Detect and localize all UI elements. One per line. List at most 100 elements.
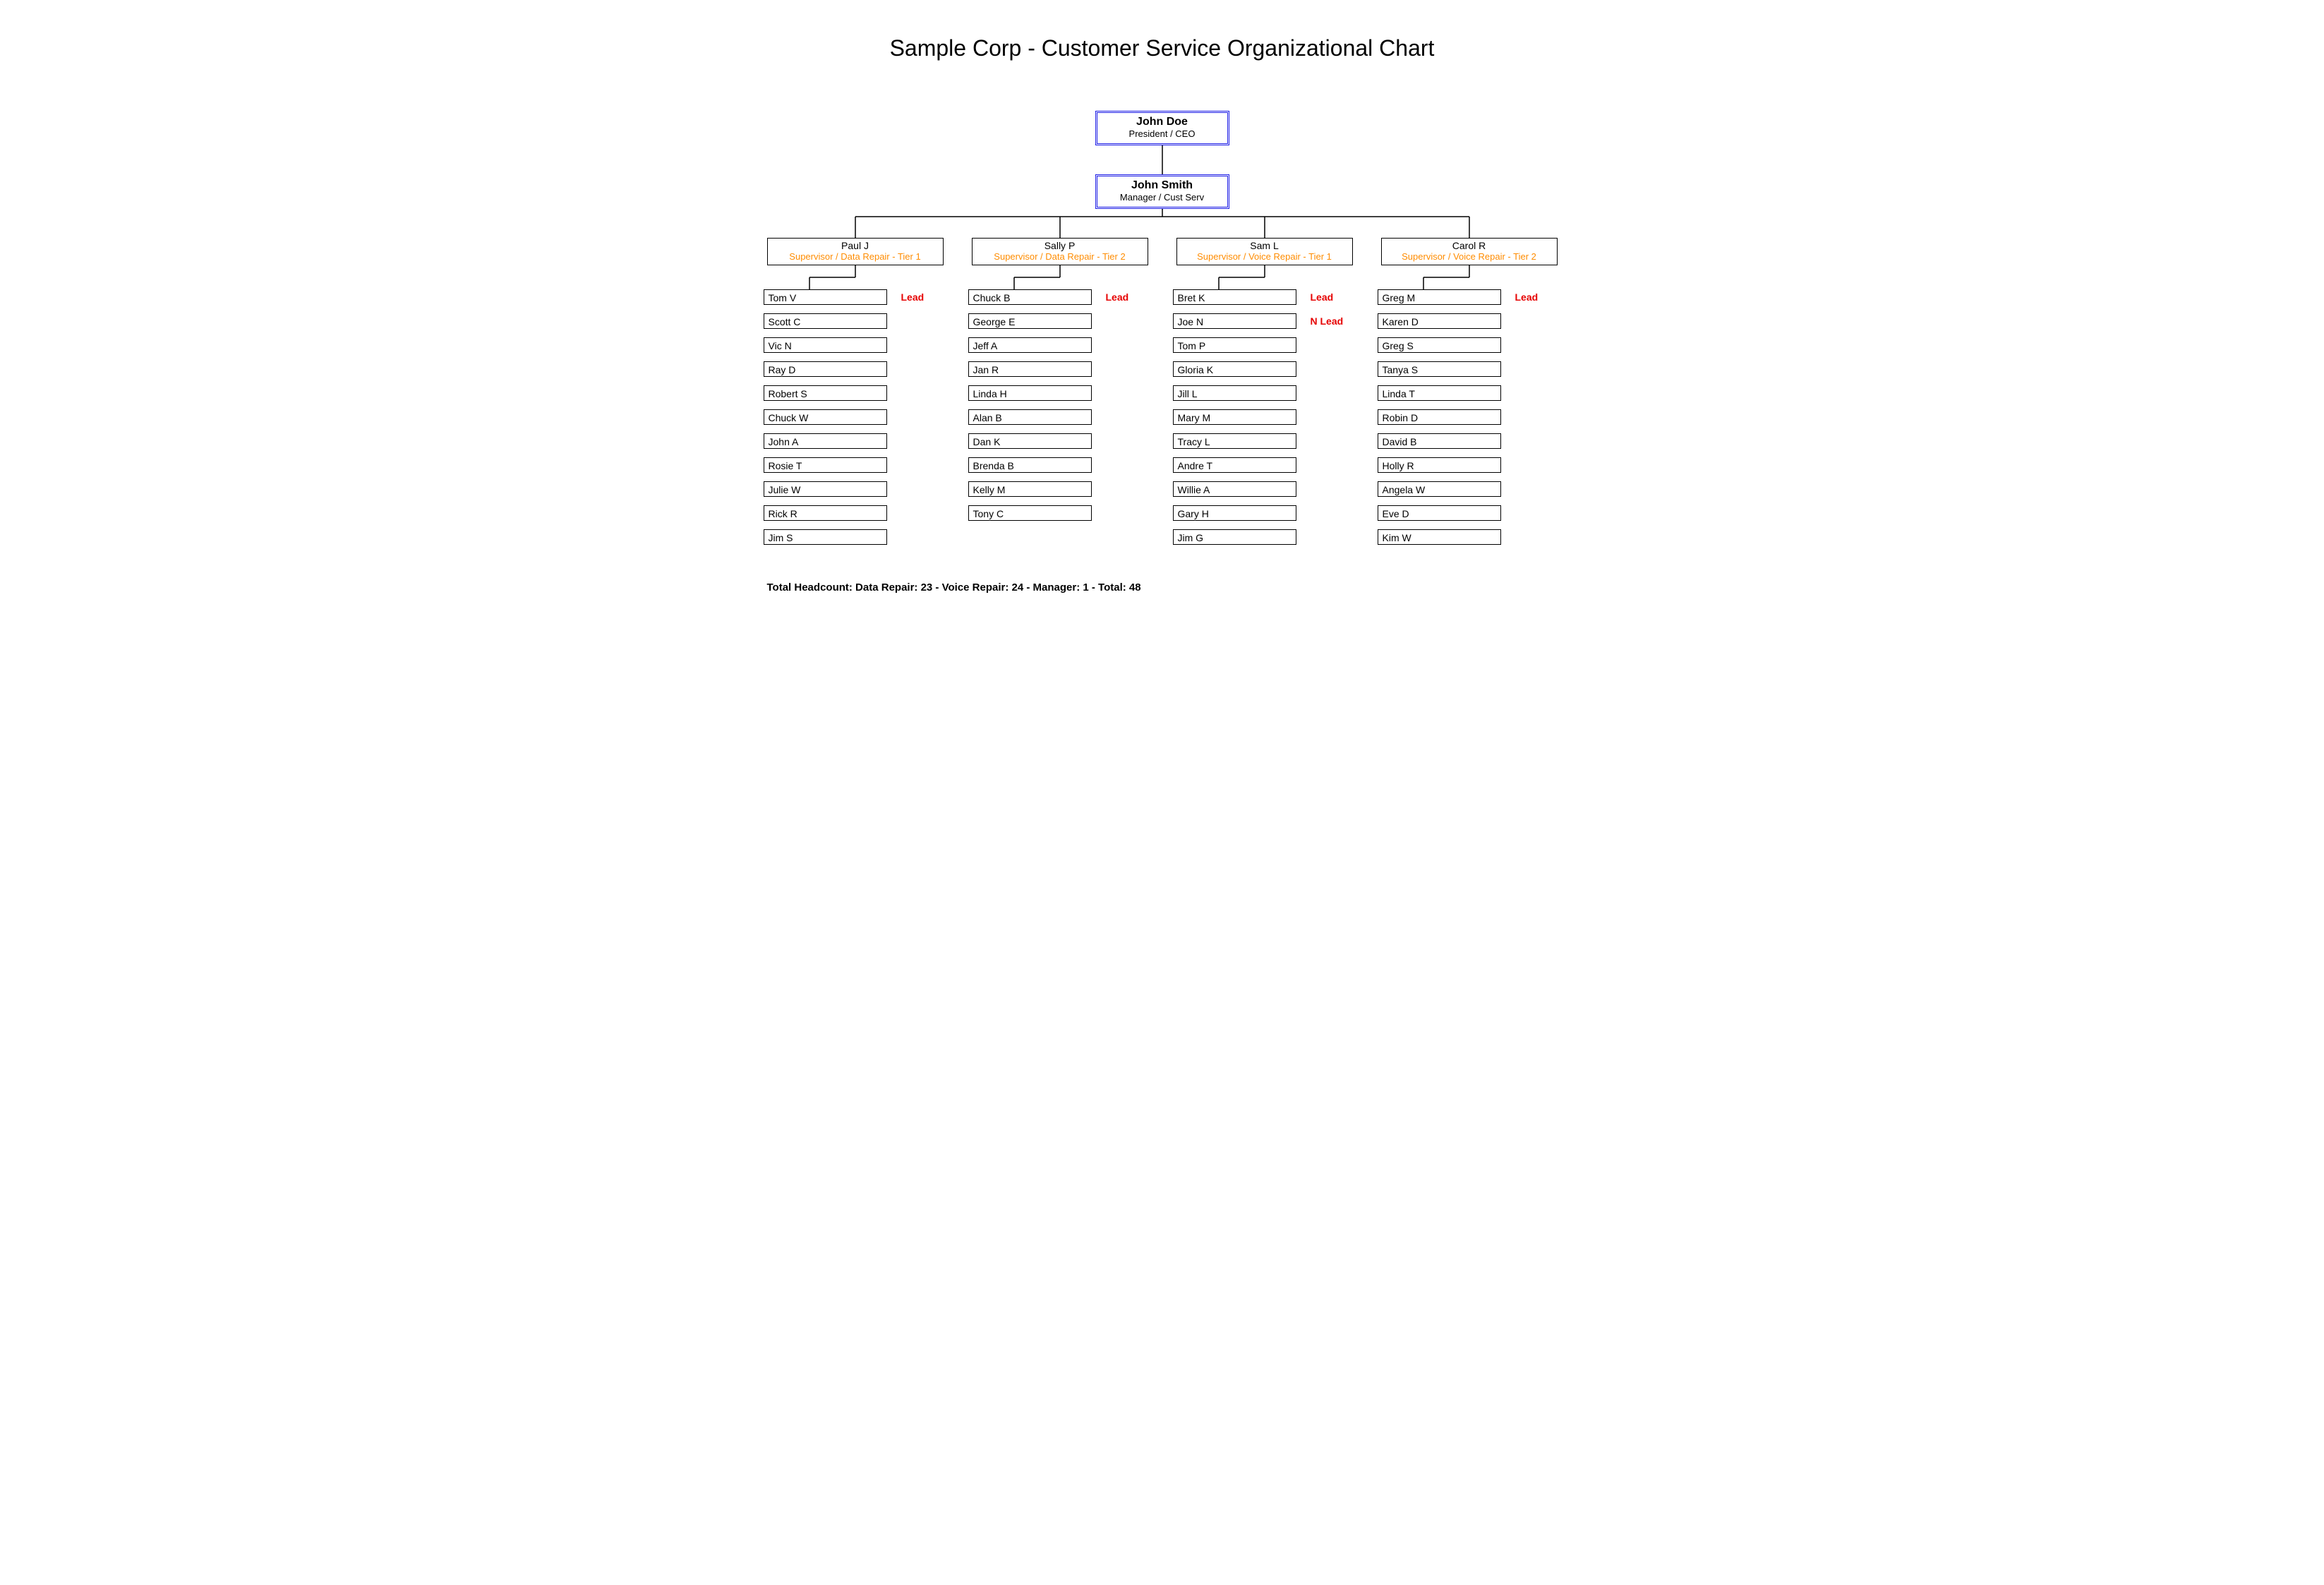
report-box: Brenda B: [968, 457, 1092, 473]
report-row: Jan R: [972, 361, 1148, 378]
exec-name: John Smith: [1102, 179, 1223, 192]
report-row: Willie A: [1176, 481, 1353, 498]
exec-box-ceo: John Doe President / CEO: [1095, 111, 1229, 145]
supervisor-role: Supervisor / Data Repair - Tier 2: [975, 251, 1145, 262]
report-row: Karen D: [1381, 313, 1558, 330]
columns-container: Paul JSupervisor / Data Repair - Tier 1 T…: [767, 238, 1558, 553]
exec-role: President / CEO: [1102, 128, 1223, 139]
report-box: Greg M: [1378, 289, 1501, 305]
report-row: Angela W: [1381, 481, 1558, 498]
report-box: George E: [968, 313, 1092, 329]
report-box: Ray D: [764, 361, 887, 377]
report-box: Tom V: [764, 289, 887, 305]
report-row: John A: [767, 433, 944, 450]
report-box: Vic N: [764, 337, 887, 353]
supervisor-name: Carol R: [1385, 240, 1554, 251]
org-column: Sam LSupervisor / Voice Repair - Tier 1 B…: [1176, 238, 1353, 553]
report-box: Kelly M: [968, 481, 1092, 497]
report-tag: Lead: [1311, 289, 1334, 305]
report-row: Eve D: [1381, 505, 1558, 522]
report-row: Kelly M: [972, 481, 1148, 498]
report-row: George E: [972, 313, 1148, 330]
report-tag: Lead: [1106, 289, 1129, 305]
report-row: Rosie T: [767, 457, 944, 474]
report-box: Jim G: [1173, 529, 1296, 545]
report-box: Linda H: [968, 385, 1092, 401]
report-row: Greg M Lead: [1381, 289, 1558, 306]
report-tag: Lead: [1515, 289, 1539, 305]
report-box: Rick R: [764, 505, 887, 521]
supervisor-role: Supervisor / Voice Repair - Tier 1: [1180, 251, 1349, 262]
report-box: David B: [1378, 433, 1501, 449]
reports-list: Tom VLead Scott C Vic N Ray D Robert S Chuck …: [767, 289, 944, 546]
report-box: Greg S: [1378, 337, 1501, 353]
org-column: Carol RSupervisor / Voice Repair - Tier …: [1381, 238, 1558, 553]
supervisor-name: Sam L: [1180, 240, 1349, 251]
exec-role: Manager / Cust Serv: [1102, 192, 1223, 203]
report-box: Robert S: [764, 385, 887, 401]
report-row: Jeff A: [972, 337, 1148, 354]
report-row: Vic N: [767, 337, 944, 354]
org-column: Sally PSupervisor / Data Repair - Tier 2…: [972, 238, 1148, 553]
chart-title: Sample Corp - Customer Service Organizat…: [668, 35, 1656, 61]
report-row: Linda H: [972, 385, 1148, 402]
exec-box-manager: John Smith Manager / Cust Serv: [1095, 174, 1229, 209]
report-row: Jill L: [1176, 385, 1353, 402]
report-box: Chuck B: [968, 289, 1092, 305]
report-box: Kim W: [1378, 529, 1501, 545]
report-box: Jeff A: [968, 337, 1092, 353]
supervisor-role: Supervisor / Data Repair - Tier 1: [771, 251, 940, 262]
supervisor-box: Carol RSupervisor / Voice Repair - Tier …: [1381, 238, 1558, 265]
org-chart-page: Sample Corp - Customer Service Organizat…: [668, 0, 1656, 636]
report-row: Andre T: [1176, 457, 1353, 474]
report-box: Robin D: [1378, 409, 1501, 425]
supervisor-box: Sally PSupervisor / Data Repair - Tier 2: [972, 238, 1148, 265]
exec-name: John Doe: [1102, 116, 1223, 128]
report-row: Robert S: [767, 385, 944, 402]
report-row: Jim S: [767, 529, 944, 546]
report-row: Chuck W: [767, 409, 944, 426]
report-row: Alan B: [972, 409, 1148, 426]
supervisor-name: Sally P: [975, 240, 1145, 251]
report-box: Jan R: [968, 361, 1092, 377]
report-row: Holly R: [1381, 457, 1558, 474]
reports-list: Greg M Lead Karen D Greg S Tanya S Linda T Rob…: [1381, 289, 1558, 546]
report-row: Robin D: [1381, 409, 1558, 426]
report-box: Linda T: [1378, 385, 1501, 401]
report-box: Bret K: [1173, 289, 1296, 305]
report-row: Tom VLead: [767, 289, 944, 306]
report-box: Willie A: [1173, 481, 1296, 497]
report-box: Scott C: [764, 313, 887, 329]
report-row: Jim G: [1176, 529, 1353, 546]
report-row: Brenda B: [972, 457, 1148, 474]
report-box: John A: [764, 433, 887, 449]
report-box: Andre T: [1173, 457, 1296, 473]
report-row: Scott C: [767, 313, 944, 330]
report-row: Tracy L: [1176, 433, 1353, 450]
report-row: Chuck BLead: [972, 289, 1148, 306]
report-box: Tracy L: [1173, 433, 1296, 449]
report-box: Julie W: [764, 481, 887, 497]
report-row: Mary M: [1176, 409, 1353, 426]
report-box: Jill L: [1173, 385, 1296, 401]
report-row: Dan K: [972, 433, 1148, 450]
exec-stack: John Doe President / CEO John Smith Mana…: [668, 111, 1656, 238]
report-box: Chuck W: [764, 409, 887, 425]
report-box: Eve D: [1378, 505, 1501, 521]
reports-list: Bret KLeadJoe NN LeadTom PGloria KJill L…: [1176, 289, 1353, 546]
report-row: Kim W: [1381, 529, 1558, 546]
report-box: Tony C: [968, 505, 1092, 521]
report-tag: N Lead: [1311, 313, 1344, 329]
org-column: Paul JSupervisor / Data Repair - Tier 1 T…: [767, 238, 944, 553]
supervisor-box: Sam LSupervisor / Voice Repair - Tier 1: [1176, 238, 1353, 265]
supervisor-box: Paul JSupervisor / Data Repair - Tier 1: [767, 238, 944, 265]
headcount-footer: Total Headcount: Data Repair: 23 - Voice…: [767, 581, 1558, 593]
report-box: Gloria K: [1173, 361, 1296, 377]
supervisor-role: Supervisor / Voice Repair - Tier 2: [1385, 251, 1554, 262]
report-box: Holly R: [1378, 457, 1501, 473]
report-row: Julie W: [767, 481, 944, 498]
report-box: Tanya S: [1378, 361, 1501, 377]
report-box: Joe N: [1173, 313, 1296, 329]
report-box: Karen D: [1378, 313, 1501, 329]
report-box: Angela W: [1378, 481, 1501, 497]
